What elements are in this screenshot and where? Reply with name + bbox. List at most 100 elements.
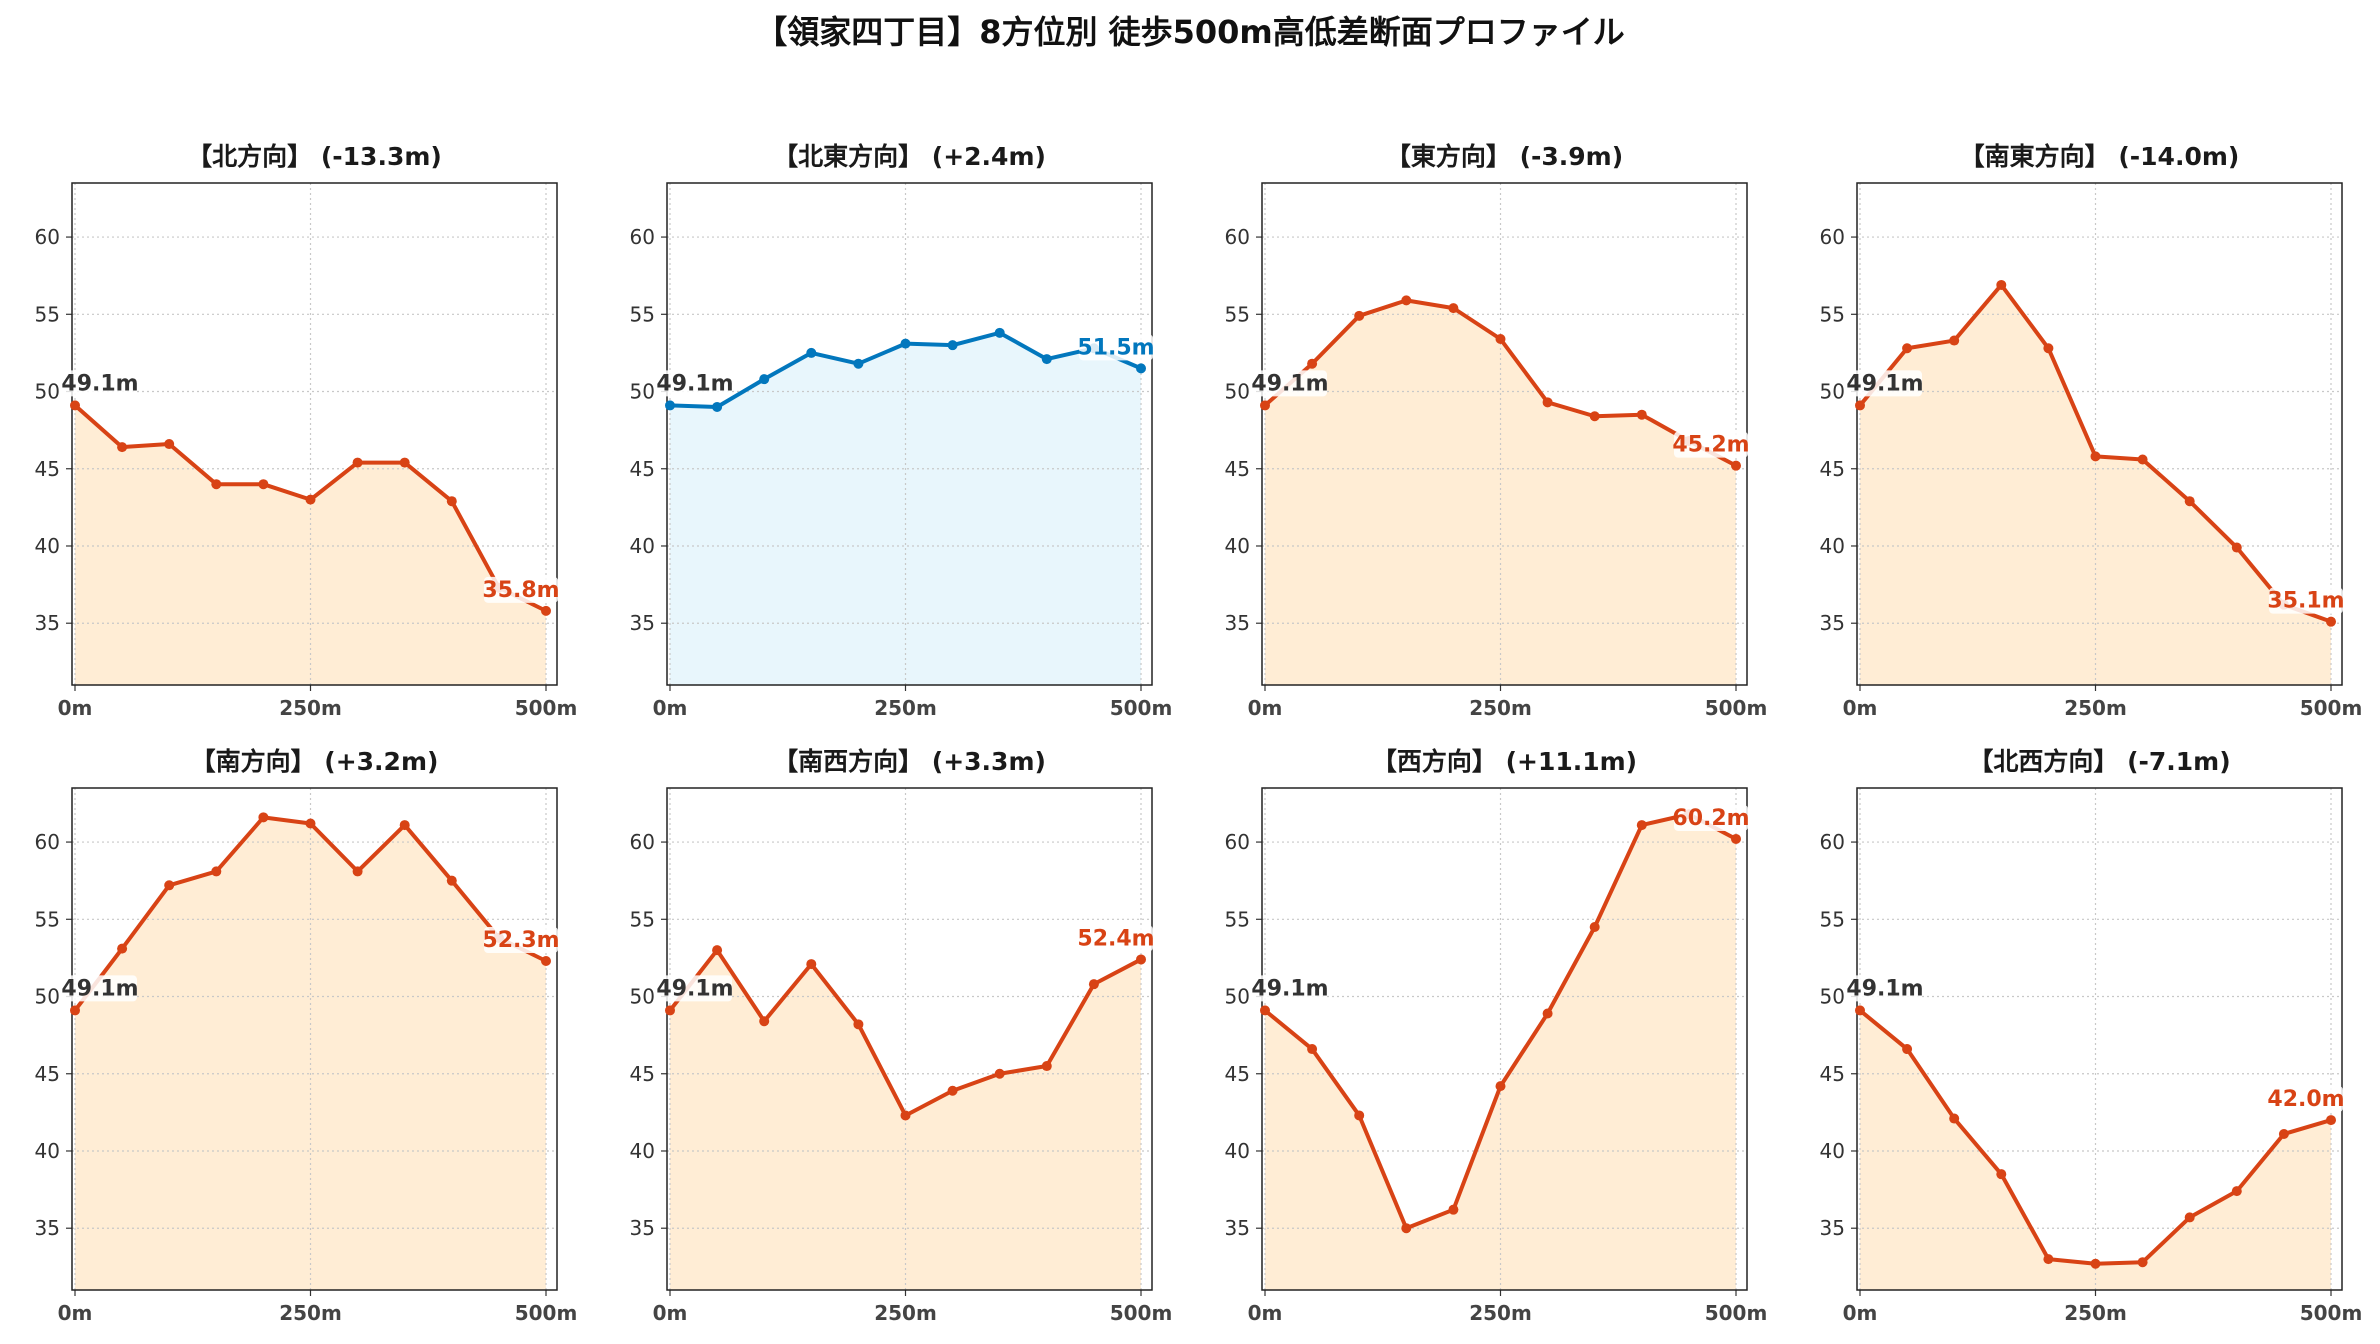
- x-tick-label: 250m: [279, 1301, 342, 1325]
- data-point: [1495, 334, 1506, 345]
- end-label: 52.3m: [482, 928, 559, 953]
- area-fill: [75, 405, 546, 685]
- data-point: [1855, 1005, 1865, 1016]
- data-point: [399, 457, 410, 468]
- data-point: [1041, 1061, 1052, 1072]
- data-point: [2184, 1212, 2195, 1223]
- data-point: [1260, 1005, 1270, 1016]
- x-tick-label: 250m: [1469, 696, 1532, 720]
- start-label: 49.1m: [61, 371, 138, 396]
- y-tick-label: 60: [630, 225, 655, 249]
- x-tick-label: 0m: [1843, 696, 1878, 720]
- y-tick-label: 35: [630, 1216, 655, 1240]
- y-tick-label: 45: [630, 457, 655, 481]
- data-point: [258, 479, 269, 490]
- plot-frame: [1856, 787, 2343, 1291]
- plot-frame: [666, 182, 1153, 686]
- panel-title: 【南方向】 (+3.2m): [191, 747, 439, 776]
- x-tick-label: 500m: [1705, 1301, 1768, 1325]
- end-label-box: [1674, 804, 1748, 831]
- y-tick-label: 55: [630, 907, 655, 931]
- data-point: [352, 866, 363, 877]
- data-point: [2326, 616, 2336, 627]
- y-tick-label: 60: [1225, 830, 1250, 854]
- y-tick-label: 60: [35, 225, 60, 249]
- data-point: [1731, 833, 1741, 844]
- start-label: 49.1m: [1251, 371, 1328, 396]
- panel-7: 【北西方向】 (-7.1m) 35 40 45 50 55 60 0m 250m 500m 49.1…: [1820, 747, 2363, 1325]
- data-point: [1354, 1110, 1365, 1121]
- data-point: [117, 943, 128, 954]
- y-tick-label: 40: [1820, 534, 1845, 558]
- area-fill: [1860, 1010, 2331, 1290]
- plot-frame: [1261, 787, 1748, 1291]
- y-tick-label: 35: [1225, 1216, 1250, 1240]
- data-point: [1088, 979, 1099, 990]
- y-tick-label: 55: [1225, 302, 1250, 326]
- panel-title: 【北東方向】 (+2.4m): [773, 142, 1046, 171]
- data-point: [1949, 335, 1960, 346]
- start-label: 49.1m: [656, 371, 733, 396]
- data-point: [900, 338, 911, 349]
- x-tick-label: 0m: [1248, 1301, 1283, 1325]
- data-point: [211, 866, 222, 877]
- data-point: [853, 358, 864, 369]
- data-point: [305, 494, 316, 505]
- data-point: [712, 945, 723, 956]
- end-label: 42.0m: [2267, 1087, 2344, 1112]
- start-label: 49.1m: [61, 976, 138, 1001]
- y-tick-label: 60: [1820, 225, 1845, 249]
- data-point: [1542, 1008, 1553, 1019]
- y-tick-label: 40: [35, 534, 60, 558]
- y-tick-label: 40: [1820, 1139, 1845, 1163]
- x-tick-label: 0m: [58, 1301, 93, 1325]
- y-tick-label: 55: [1820, 907, 1845, 931]
- panel-0: 【北方向】 (-13.3m) 35 40 45 50 55 60 0m 250m 500m 49.1…: [35, 142, 578, 720]
- data-point: [806, 959, 817, 970]
- x-tick-label: 0m: [58, 696, 93, 720]
- data-point: [2231, 1186, 2242, 1197]
- data-point: [1448, 303, 1459, 314]
- data-point: [1636, 820, 1647, 831]
- plot-frame: [1856, 182, 2343, 686]
- data-point: [759, 374, 770, 385]
- data-point: [541, 955, 551, 966]
- data-point: [446, 496, 457, 507]
- data-point: [1996, 279, 2007, 290]
- y-tick-label: 50: [1820, 380, 1845, 404]
- y-tick-label: 50: [1820, 985, 1845, 1009]
- data-point: [665, 1005, 675, 1016]
- y-tick-label: 40: [1225, 534, 1250, 558]
- data-point: [712, 401, 723, 412]
- plot-frame: [71, 182, 558, 686]
- y-tick-label: 60: [1225, 225, 1250, 249]
- panel-3: 【南東方向】 (-14.0m) 35 40 45 50 55 60 0m 250m 500m 49.…: [1820, 142, 2363, 720]
- start-label-box: [658, 370, 732, 397]
- end-label-box: [2269, 1086, 2343, 1113]
- data-point: [305, 818, 316, 829]
- x-tick-label: 250m: [874, 1301, 937, 1325]
- panel-2: 【東方向】 (-3.9m) 35 40 45 50 55 60 0m 250m 500m 49.1m…: [1225, 142, 1768, 720]
- y-tick-label: 45: [35, 457, 60, 481]
- y-tick-label: 35: [35, 1216, 60, 1240]
- end-label-box: [1079, 334, 1153, 361]
- data-point: [1996, 1169, 2007, 1180]
- panel-1: 【北東方向】 (+2.4m) 35 40 45 50 55 60 0m 250m 500m 49.1…: [630, 142, 1173, 720]
- y-tick-label: 35: [35, 611, 60, 635]
- data-point: [759, 1016, 770, 1027]
- y-tick-label: 45: [35, 1062, 60, 1086]
- panel-title: 【南東方向】 (-14.0m): [1960, 142, 2240, 171]
- end-label-box: [1674, 431, 1748, 458]
- data-point: [994, 1068, 1005, 1079]
- end-label: 60.2m: [1672, 806, 1749, 831]
- plot-frame: [666, 787, 1153, 1291]
- data-point: [947, 340, 958, 351]
- end-label: 35.1m: [2267, 589, 2344, 614]
- data-point: [1307, 358, 1318, 369]
- data-point: [2090, 451, 2101, 462]
- y-tick-label: 45: [1820, 457, 1845, 481]
- panel-title: 【南西方向】 (+3.3m): [773, 747, 1046, 776]
- data-point: [258, 812, 269, 823]
- data-point: [1589, 411, 1600, 422]
